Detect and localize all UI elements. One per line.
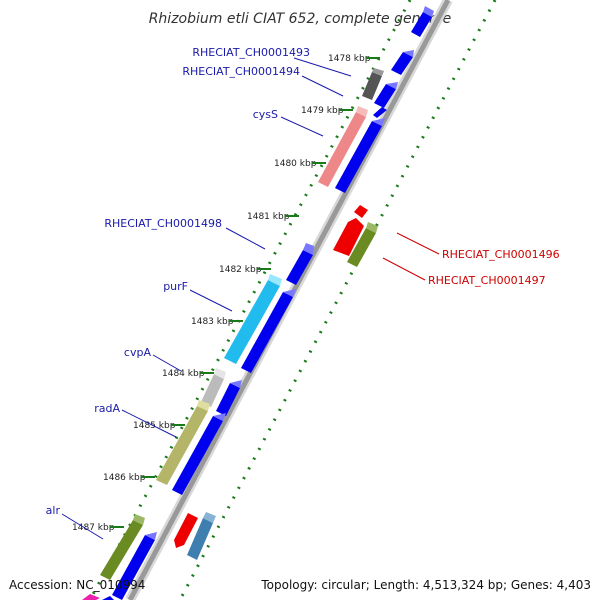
gene-cvpA[interactable] bbox=[201, 368, 226, 407]
topology-text: Topology: circular; Length: 4,513,324 bp… bbox=[261, 578, 591, 592]
gene-purF[interactable] bbox=[224, 274, 282, 364]
gene-label-radA[interactable]: radA bbox=[94, 402, 120, 415]
accession-text: Accession: NC_010994 bbox=[9, 578, 146, 592]
gene-steelblue-lower[interactable] bbox=[187, 512, 216, 560]
gene-label-1494[interactable]: RHECIAT_CH0001494 bbox=[182, 65, 300, 78]
gene-label-1498[interactable]: RHECIAT_CH0001498 bbox=[104, 217, 222, 230]
gene-radA[interactable] bbox=[156, 400, 210, 485]
kbp-label: 1479 kbp bbox=[301, 106, 344, 116]
gene-label-alr[interactable]: alr bbox=[46, 504, 61, 517]
blue-gene-1[interactable] bbox=[411, 6, 434, 37]
map-title: Rhizobium etli CIAT 652, complete genome bbox=[149, 11, 452, 27]
blue-gene-bottom[interactable] bbox=[102, 596, 114, 600]
blue-gene-cysS-partner[interactable] bbox=[335, 118, 385, 193]
gene-1496[interactable] bbox=[333, 218, 364, 256]
kbp-label: 1487 kbp bbox=[72, 523, 115, 533]
kbp-ticks: 1478 kbp 1479 kbp 1480 kbp 1481 kbp 1482… bbox=[72, 54, 380, 533]
gene-label-1497[interactable]: RHECIAT_CH0001497 bbox=[428, 274, 546, 287]
blue-gene-3[interactable] bbox=[374, 82, 398, 108]
blue-gene-cvpA-partner[interactable] bbox=[216, 380, 242, 416]
gene-red-lower[interactable] bbox=[174, 513, 198, 548]
kbp-label: 1478 kbp bbox=[328, 54, 371, 64]
gene-cysS[interactable] bbox=[318, 106, 368, 187]
blue-gene-radA-partner[interactable] bbox=[172, 413, 226, 495]
blue-gene-alr-partner[interactable] bbox=[112, 532, 157, 600]
kbp-label: 1481 kbp bbox=[247, 212, 290, 222]
gene-1497[interactable] bbox=[347, 222, 378, 267]
gene-label-cvpA[interactable]: cvpA bbox=[124, 346, 152, 359]
gene-label-1496[interactable]: RHECIAT_CH0001496 bbox=[442, 248, 560, 261]
kbp-label: 1484 kbp bbox=[162, 369, 205, 379]
kbp-label: 1486 kbp bbox=[103, 473, 146, 483]
blue-gene-4[interactable] bbox=[373, 107, 387, 118]
blue-gene-1498[interactable] bbox=[286, 243, 314, 285]
blue-gene-purF-partner[interactable] bbox=[241, 289, 296, 373]
gene-1493[interactable] bbox=[362, 68, 384, 100]
gene-label-purF[interactable]: purF bbox=[163, 280, 188, 293]
outer-dotted-track bbox=[178, 0, 497, 600]
kbp-label: 1483 kbp bbox=[191, 317, 234, 327]
kbp-label: 1480 kbp bbox=[274, 159, 317, 169]
gene-labels: RHECIAT_CH0001493 RHECIAT_CH0001494 cysS… bbox=[46, 46, 560, 540]
blue-gene-2[interactable] bbox=[391, 50, 414, 75]
kbp-label: 1482 kbp bbox=[219, 265, 262, 275]
gene-bottom-pink[interactable] bbox=[82, 594, 100, 600]
gene-red-small[interactable] bbox=[354, 205, 368, 218]
inner-dotted-track bbox=[88, 0, 412, 600]
gene-label-cysS[interactable]: cysS bbox=[253, 108, 278, 121]
gene-label-1493[interactable]: RHECIAT_CH0001493 bbox=[192, 46, 310, 59]
gene-alr[interactable] bbox=[100, 514, 145, 580]
